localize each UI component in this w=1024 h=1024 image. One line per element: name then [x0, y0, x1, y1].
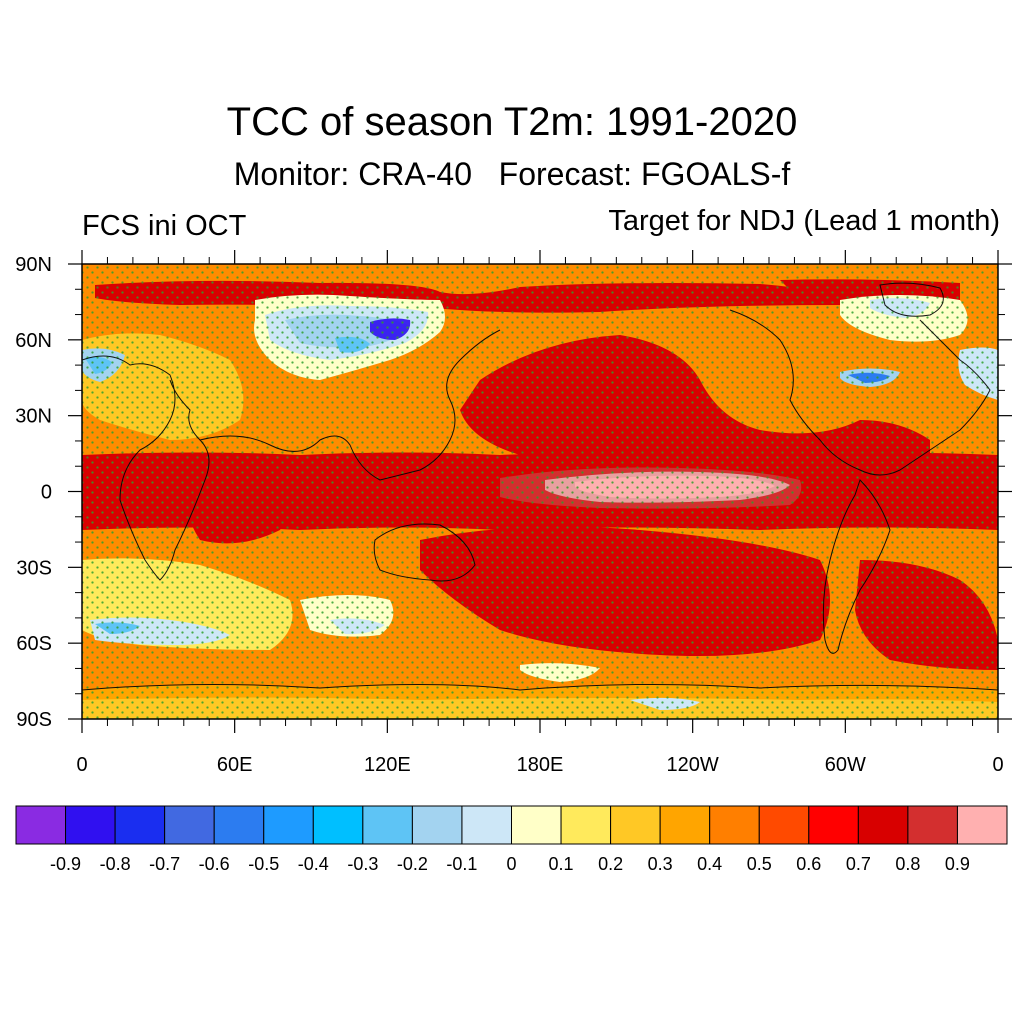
lat-tick-label: 60S	[16, 633, 52, 655]
colorbar-swatch	[610, 805, 661, 845]
initialization-label: FCS ini OCT	[82, 210, 247, 242]
colorbar-swatch	[956, 805, 1008, 845]
colorbar-swatch	[758, 805, 810, 845]
colorbar-swatch	[808, 805, 859, 845]
colorbar-label: 0.7	[846, 854, 871, 874]
colorbar-label: 0.6	[796, 854, 821, 874]
lat-tick-label: 30S	[16, 557, 52, 579]
colorbar-label: -0.5	[248, 854, 279, 874]
map-axes: 90N 60N 30N 0 30S 60S 90S 0 60E 120E 180E 120W 60W 0	[15, 250, 1012, 776]
colorbar-swatch	[114, 805, 166, 845]
colorbar-swatch	[213, 805, 265, 845]
lon-tick-label: 120E	[364, 754, 411, 776]
colorbar-swatch	[857, 805, 909, 845]
colorbar-label: -0.1	[446, 854, 477, 874]
colorbar-swatch	[560, 805, 612, 845]
colorbar-label: 0.3	[648, 854, 673, 874]
colorbar-label: -0.2	[397, 854, 428, 874]
lon-tick-label: 0	[992, 754, 1003, 776]
colorbar-label: 0.4	[697, 854, 722, 874]
lat-tick-label: 0	[41, 482, 52, 504]
lon-tick-label: 60E	[217, 754, 253, 776]
lon-tick-label: 60W	[825, 754, 866, 776]
lat-tick-label: 90S	[16, 709, 52, 731]
colorbar-label: -0.4	[298, 854, 329, 874]
lat-tick-label: 30N	[15, 406, 52, 428]
colorbar-label: 0.8	[895, 854, 920, 874]
lon-tick-label: 180E	[517, 754, 564, 776]
colorbar-label: 0.5	[747, 854, 772, 874]
colorbar: -0.9 -0.8 -0.7 -0.6 -0.5 -0.4 -0.3 -0.2 -0.1 0 0.1…	[15, 805, 1008, 874]
colorbar-swatch	[362, 805, 413, 845]
colorbar-swatch	[709, 805, 760, 845]
lat-tick-label: 60N	[15, 330, 52, 352]
chart-title: TCC of season T2m: 1991-2020	[226, 100, 798, 144]
colorbar-swatch	[511, 805, 562, 845]
colorbar-swatch	[65, 805, 116, 845]
colorbar-label: -0.9	[50, 854, 81, 874]
colorbar-swatch	[907, 805, 958, 845]
colorbar-label: 0.1	[549, 854, 574, 874]
colorbar-swatch	[659, 805, 711, 845]
colorbar-label: 0.2	[598, 854, 623, 874]
colorbar-swatch	[164, 805, 215, 845]
colorbar-swatch	[263, 805, 314, 845]
colorbar-label: -0.7	[149, 854, 180, 874]
lon-tick-label: 0	[76, 754, 87, 776]
colorbar-label: -0.8	[100, 854, 131, 874]
target-label: Target for NDJ (Lead 1 month)	[608, 205, 1000, 237]
lat-tick-label: 90N	[15, 254, 52, 276]
colorbar-label: 0.9	[945, 854, 970, 874]
chart-subtitle: Monitor: CRA-40 Forecast: FGOALS-f	[233, 156, 791, 192]
colorbar-label: -0.6	[199, 854, 230, 874]
colorbar-swatch	[461, 805, 513, 845]
colorbar-swatch	[15, 805, 67, 845]
colorbar-swatch	[411, 805, 463, 845]
colorbar-label: -0.3	[347, 854, 378, 874]
tcc-field	[82, 264, 998, 719]
colorbar-label: 0	[506, 854, 516, 874]
lon-tick-label: 120W	[667, 754, 719, 776]
colorbar-swatch	[312, 805, 364, 845]
